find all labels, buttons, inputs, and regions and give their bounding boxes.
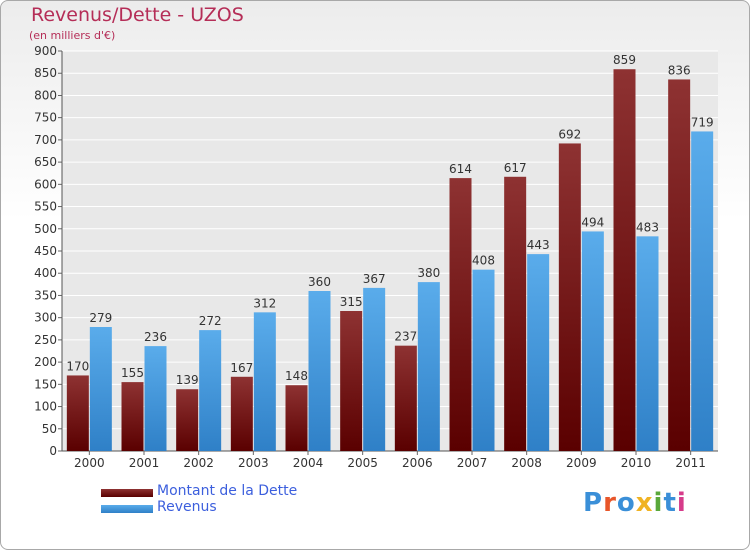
data-label: 443 — [527, 238, 550, 252]
y-tick-label: 200 — [34, 355, 57, 369]
x-tick-label: 2006 — [402, 456, 433, 470]
bar-dette — [558, 143, 581, 451]
data-label: 148 — [285, 369, 308, 383]
y-tick-label: 850 — [34, 66, 57, 80]
bar-revenus — [199, 330, 222, 451]
bar-revenus — [636, 236, 659, 451]
data-label: 312 — [253, 296, 276, 310]
chart-subtitle: (en milliers d'€) — [29, 29, 116, 42]
bar-revenus — [89, 327, 112, 451]
logo-letter: t — [663, 488, 677, 518]
data-label: 139 — [176, 373, 199, 387]
bar-dette — [176, 389, 199, 451]
data-label: 408 — [472, 254, 495, 268]
y-tick-label: 800 — [34, 88, 57, 102]
x-tick-label: 2011 — [675, 456, 706, 470]
bar-revenus — [691, 131, 714, 451]
data-label: 719 — [691, 115, 714, 129]
data-label: 170 — [66, 359, 89, 373]
bar-revenus — [363, 287, 386, 451]
logo-letter: o — [616, 488, 636, 518]
bar-revenus — [308, 291, 331, 451]
y-tick-label: 250 — [34, 333, 57, 347]
logo-letter: i — [653, 488, 664, 518]
y-tick-label: 50 — [42, 422, 57, 436]
x-tick-label: 2000 — [74, 456, 105, 470]
data-label: 617 — [504, 161, 527, 175]
bar-revenus — [253, 312, 276, 451]
y-tick-label: 700 — [34, 133, 57, 147]
y-tick-label: 100 — [34, 400, 57, 414]
logo-letter: i — [676, 488, 687, 518]
y-tick-label: 650 — [34, 155, 57, 169]
y-tick-label: 0 — [49, 444, 57, 458]
x-tick-label: 2003 — [238, 456, 269, 470]
bar-dette — [613, 69, 636, 451]
legend-label-dette: Montant de la Dette — [157, 483, 298, 499]
proxiti-logo: Proxiti — [583, 488, 687, 518]
data-label: 236 — [144, 330, 167, 344]
y-tick-label: 150 — [34, 377, 57, 391]
x-tick-label: 2007 — [457, 456, 488, 470]
x-tick-label: 2002 — [183, 456, 214, 470]
data-label: 836 — [668, 63, 691, 77]
y-tick-label: 600 — [34, 177, 57, 191]
bar-dette — [504, 176, 527, 451]
bar-revenus — [417, 282, 440, 451]
x-tick-label: 2005 — [347, 456, 378, 470]
y-tick-label: 500 — [34, 222, 57, 236]
legend-label-revenus: Revenus — [157, 499, 217, 515]
logo-letter: x — [635, 488, 654, 518]
y-tick-label: 450 — [34, 244, 57, 258]
data-label: 237 — [394, 330, 417, 344]
y-tick-label: 300 — [34, 311, 57, 325]
logo-letter: P — [583, 488, 604, 518]
data-label: 367 — [363, 272, 386, 286]
data-label: 315 — [340, 295, 363, 309]
data-label: 380 — [417, 266, 440, 280]
y-tick-label: 750 — [34, 111, 57, 125]
x-tick-label: 2001 — [129, 456, 160, 470]
bar-dette — [449, 178, 472, 451]
bar-revenus — [144, 346, 167, 451]
data-label: 279 — [89, 311, 112, 325]
data-label: 360 — [308, 275, 331, 289]
bar-dette — [230, 376, 253, 451]
chart-title: Revenus/Dette - UZOS — [31, 4, 244, 26]
data-label: 494 — [581, 215, 604, 229]
legend-swatch-dette — [101, 489, 153, 497]
data-label: 614 — [449, 162, 472, 176]
logo-letter: r — [603, 488, 617, 518]
data-label: 272 — [199, 314, 222, 328]
data-label: 692 — [558, 127, 581, 141]
bar-dette — [340, 311, 363, 451]
bar-revenus — [581, 231, 604, 451]
data-label: 483 — [636, 220, 659, 234]
bar-dette — [285, 385, 308, 451]
bar-dette — [121, 382, 144, 451]
bar-dette — [668, 79, 691, 451]
bar-revenus — [527, 254, 550, 451]
x-tick-label: 2008 — [511, 456, 542, 470]
y-tick-label: 400 — [34, 266, 57, 280]
data-label: 167 — [230, 361, 253, 375]
data-label: 155 — [121, 366, 144, 380]
bar-dette — [394, 345, 417, 451]
bar-dette — [66, 375, 89, 451]
y-tick-label: 550 — [34, 200, 57, 214]
y-tick-label: 900 — [34, 44, 57, 58]
legend-swatch-revenus — [101, 505, 153, 513]
x-tick-label: 2004 — [293, 456, 324, 470]
y-tick-label: 350 — [34, 288, 57, 302]
bar-revenus — [472, 269, 495, 451]
x-tick-label: 2010 — [621, 456, 652, 470]
x-tick-label: 2009 — [566, 456, 597, 470]
data-label: 859 — [613, 53, 636, 67]
